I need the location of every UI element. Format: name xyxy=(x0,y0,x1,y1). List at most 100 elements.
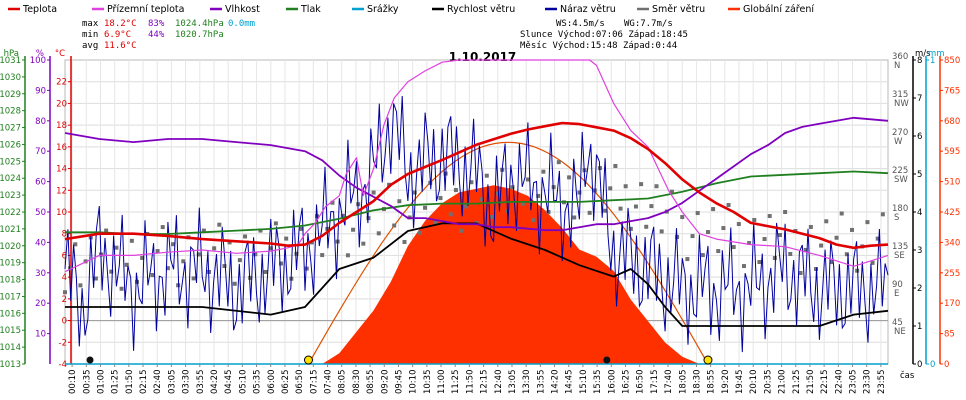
series-wind-dir-point xyxy=(865,220,870,225)
x-tick-label: 12:15 xyxy=(480,370,490,395)
pressure-axis-tick-label: 1030 xyxy=(0,73,21,83)
series-wind-dir-point xyxy=(721,226,726,231)
stat-max-temp: 18.2°C xyxy=(104,19,137,29)
sunrise-icon xyxy=(303,355,313,365)
legend-label: Směr větru xyxy=(652,4,705,15)
x-tick-label: 02:40 xyxy=(153,370,163,395)
x-tick-label: 12:40 xyxy=(494,370,504,395)
legend-label: Náraz větru xyxy=(560,4,616,15)
legend-label: Srážky xyxy=(367,4,399,15)
series-wind-dir-point xyxy=(104,228,109,233)
x-tick-label: 08:05 xyxy=(338,370,348,395)
series-wind-dir-point xyxy=(165,266,170,271)
x-tick-label: 13:05 xyxy=(508,370,518,395)
x-tick-label: 06:50 xyxy=(295,370,305,395)
series-wind-dir-point xyxy=(78,283,83,288)
solar-axis-tick-label: 255 xyxy=(944,269,960,279)
series-wind-dir-point xyxy=(541,169,546,174)
x-tick-label: 02:15 xyxy=(139,370,149,395)
humidity-axis-tick-label: 10 xyxy=(35,330,46,340)
x-tick-label: 21:00 xyxy=(778,370,788,395)
wind-speed-axis-tick-label: 0 xyxy=(917,360,922,370)
solar-axis-tick-label: 765 xyxy=(944,86,960,96)
temperature-axis-tick-label: -4 xyxy=(59,360,67,370)
humidity-axis-tick-label: 40 xyxy=(35,238,46,248)
legend-label: Vlhkost xyxy=(225,4,260,15)
series-wind-dir-point xyxy=(875,236,880,241)
series-wind-dir-point xyxy=(639,182,644,187)
series-wind-dir-point xyxy=(237,258,242,263)
series-wind-dir-point xyxy=(176,283,181,288)
series-wind-dir-point xyxy=(855,268,860,273)
humidity-axis-tick-label: 20 xyxy=(35,299,46,309)
wind-dir-cardinal: W xyxy=(894,137,903,147)
wind-dir-tick-label: 225 xyxy=(892,166,908,176)
series-wind-dir-point xyxy=(705,230,710,235)
humidity-axis-tick-label: 100 xyxy=(30,56,46,66)
series-wind-dir-point xyxy=(839,211,844,216)
wind-dir-tick-label: 315 xyxy=(892,90,908,100)
series-wind-dir-point xyxy=(263,269,268,274)
wind-speed-axis-tick-label: 3 xyxy=(917,246,922,256)
x-tick-label: 22:40 xyxy=(834,370,844,395)
wind-dir-tick-label: 270 xyxy=(892,128,908,138)
series-wind-dir-point xyxy=(248,275,253,280)
pressure-axis-tick-label: 1014 xyxy=(0,343,21,353)
humidity-axis-tick-label: 50 xyxy=(35,208,46,218)
x-tick-label: 20:35 xyxy=(763,370,773,395)
series-wind-dir-point xyxy=(829,260,834,265)
series-wind-dir-point xyxy=(762,237,767,242)
pressure-axis-unit: hPa xyxy=(4,49,19,59)
humidity-axis-tick-label: 70 xyxy=(35,147,46,157)
temperature-axis-tick-label: 0 xyxy=(62,317,67,327)
series-wind-dir-point xyxy=(412,190,417,195)
stat-max-label: max xyxy=(82,19,99,29)
x-tick-label: 13:30 xyxy=(522,370,532,395)
series-wind-dir-point xyxy=(757,260,762,265)
pressure-axis-tick-label: 1022 xyxy=(0,208,21,218)
series-wind-dir-point xyxy=(119,286,124,291)
x-tick-label: 21:50 xyxy=(806,370,816,395)
series-wind-dir-point xyxy=(181,259,186,264)
x-tick-label: 14:20 xyxy=(551,370,561,395)
series-wind-dir-point xyxy=(510,185,515,190)
series-wind-dir-point xyxy=(253,252,258,257)
rain-axis-tick-label: 0 xyxy=(930,360,935,370)
series-wind-dir-point xyxy=(556,160,561,165)
wind-dir-tick-label: 360 xyxy=(892,52,908,62)
series-wind-dir-point xyxy=(140,255,145,260)
x-tick-label: 04:45 xyxy=(224,370,234,395)
series-wind-dir-point xyxy=(222,264,227,269)
series-wind-dir-point xyxy=(114,245,119,250)
x-tick-label: 16:00 xyxy=(607,370,617,395)
series-wind-dir-point xyxy=(495,191,500,196)
pressure-axis-tick-label: 1021 xyxy=(0,225,21,235)
series-wind-dir-point xyxy=(618,206,623,211)
series-wind-dir-point xyxy=(294,251,299,256)
series-wind-dir-point xyxy=(345,253,350,258)
wind-dir-cardinal: SW xyxy=(894,175,908,185)
pressure-axis-tick-label: 1031 xyxy=(0,56,21,66)
wind-speed-axis-tick-label: 5 xyxy=(917,170,922,180)
series-wind-dir-point xyxy=(63,290,67,295)
series-wind-dir-point xyxy=(731,245,736,250)
series-wind-dir-point xyxy=(299,226,304,231)
temperature-axis-tick-label: 18 xyxy=(56,121,67,131)
pressure-axis-tick-label: 1025 xyxy=(0,157,21,167)
x-tick-label: 08:55 xyxy=(366,370,376,395)
solar-axis-tick-label: 680 xyxy=(944,117,960,127)
x-tick-label: 17:15 xyxy=(650,370,660,395)
series-wind-dir-point xyxy=(572,215,577,220)
solar-axis-tick-label: 85 xyxy=(944,330,955,340)
series-wind-dir-point xyxy=(767,214,772,219)
pressure-axis-tick-label: 1018 xyxy=(0,276,21,286)
x-tick-label: 00:35 xyxy=(82,370,92,395)
x-tick-label: 19:20 xyxy=(721,370,731,395)
x-tick-label: 23:05 xyxy=(849,370,859,395)
series-ground-temp xyxy=(64,59,889,273)
pressure-axis-tick-label: 1019 xyxy=(0,259,21,269)
series-wind-speed xyxy=(65,222,889,327)
x-tick-label: 11:50 xyxy=(465,370,475,395)
plot-area: 1.10.2017 xyxy=(63,50,889,365)
series-wind-dir-point xyxy=(700,253,705,258)
